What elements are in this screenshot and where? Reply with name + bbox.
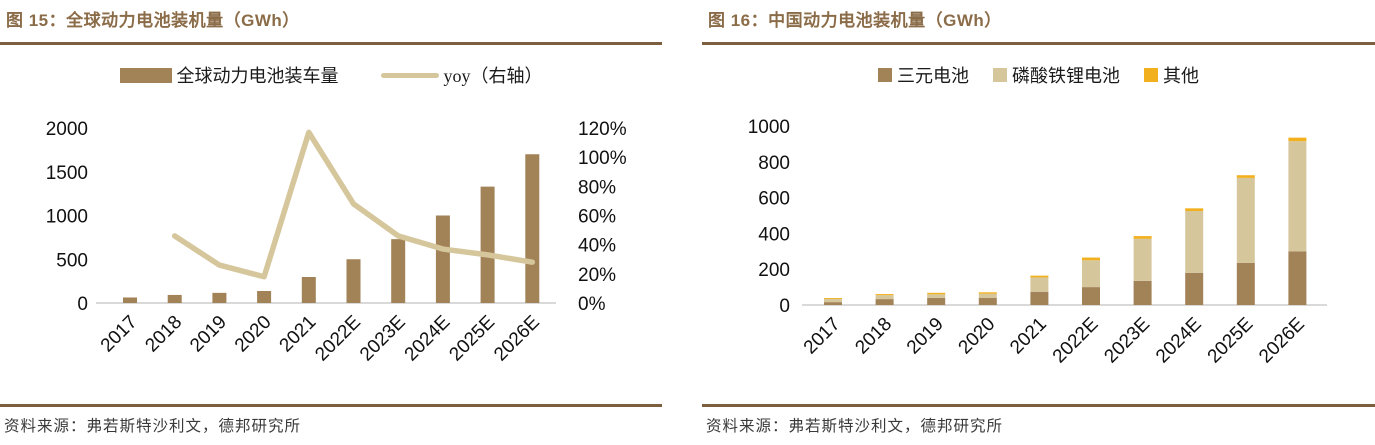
bar-swatch-icon	[119, 67, 172, 83]
svg-text:60%: 60%	[578, 207, 616, 228]
figure-16-title: 图 16：中国动力电池装机量（GWh）	[708, 11, 1002, 30]
figure-15-footer-rule	[0, 404, 662, 407]
svg-text:2025E: 2025E	[445, 312, 499, 366]
svg-text:600: 600	[758, 189, 790, 210]
square-swatch-icon	[993, 68, 1007, 82]
svg-text:40%: 40%	[578, 236, 616, 257]
svg-text:1000: 1000	[46, 207, 88, 228]
svg-text:2000: 2000	[46, 119, 88, 140]
legend-label: yoy（右轴）	[443, 66, 543, 86]
legend-label: 磷酸铁锂电池	[1012, 66, 1120, 86]
svg-text:2023E: 2023E	[1100, 314, 1154, 368]
global-battery-installs-chart: 0 500 1000 1500 2000 0% 20% 40% 60% 80% 100% 120% 20…	[46, 119, 627, 366]
svg-text:1000: 1000	[748, 117, 790, 138]
svg-text:2017: 2017	[800, 314, 845, 359]
svg-text:2018: 2018	[851, 314, 896, 359]
legend-item-global-installs: 全球动力电池装车量	[119, 62, 339, 88]
figure-15-panel: 图 15：全球动力电池装机量（GWh） 全球动力电池装车量 yoy（右轴） 0 5…	[0, 0, 662, 445]
svg-text:400: 400	[758, 224, 790, 245]
svg-text:2020: 2020	[231, 312, 276, 357]
svg-text:500: 500	[56, 250, 88, 271]
figure-16-legend: 三元电池 磷酸铁锂电池 其他	[702, 62, 1375, 88]
figure-15-source: 资料来源：弗若斯特沙利文，德邦研究所	[4, 418, 302, 435]
legend-label: 三元电池	[897, 66, 969, 86]
svg-text:2023E: 2023E	[356, 312, 410, 366]
svg-text:120%: 120%	[578, 119, 627, 140]
svg-text:0%: 0%	[578, 294, 606, 315]
svg-text:2026E: 2026E	[490, 312, 544, 366]
legend-item-ternary: 三元电池	[878, 62, 969, 88]
svg-text:2026E: 2026E	[1255, 314, 1309, 368]
svg-text:2018: 2018	[141, 312, 186, 357]
svg-text:2025E: 2025E	[1204, 314, 1258, 368]
svg-text:1500: 1500	[46, 163, 88, 184]
figure-16-title-rule	[702, 42, 1375, 45]
figure-16-panel: 图 16：中国动力电池装机量（GWh） 三元电池 磷酸铁锂电池 其他 0 200 4…	[702, 0, 1375, 445]
svg-text:0: 0	[77, 294, 88, 315]
legend-item-other: 其他	[1144, 62, 1199, 88]
svg-text:0: 0	[779, 296, 790, 317]
legend-item-yoy: yoy（右轴）	[380, 62, 543, 88]
figure-15-title-rule	[0, 42, 662, 45]
svg-text:80%: 80%	[578, 177, 616, 198]
svg-text:2024E: 2024E	[1152, 314, 1206, 368]
legend-label: 全球动力电池装车量	[176, 66, 339, 86]
svg-text:2020: 2020	[955, 314, 1000, 359]
svg-text:800: 800	[758, 153, 790, 174]
square-swatch-icon	[878, 68, 892, 82]
svg-text:2017: 2017	[97, 312, 142, 357]
svg-text:2024E: 2024E	[401, 312, 455, 366]
svg-text:2022E: 2022E	[1049, 314, 1103, 368]
svg-text:2019: 2019	[186, 312, 231, 357]
figure-16-footer-rule	[702, 404, 1375, 407]
legend-item-lfp: 磷酸铁锂电池	[993, 62, 1120, 88]
svg-text:2019: 2019	[903, 314, 948, 359]
figure-15-legend: 全球动力电池装车量 yoy（右轴）	[0, 62, 662, 88]
svg-text:20%: 20%	[578, 265, 616, 286]
svg-text:2022E: 2022E	[311, 312, 365, 366]
figure-15-title: 图 15：全球动力电池装机量（GWh）	[6, 11, 300, 30]
svg-text:2021: 2021	[1006, 314, 1051, 359]
svg-text:200: 200	[758, 260, 790, 281]
legend-label: 其他	[1163, 66, 1199, 86]
svg-text:100%: 100%	[578, 148, 627, 169]
square-swatch-icon	[1144, 68, 1158, 82]
line-swatch-icon	[380, 72, 439, 78]
figure-16-source: 资料来源：弗若斯特沙利文，德邦研究所	[706, 418, 1004, 435]
